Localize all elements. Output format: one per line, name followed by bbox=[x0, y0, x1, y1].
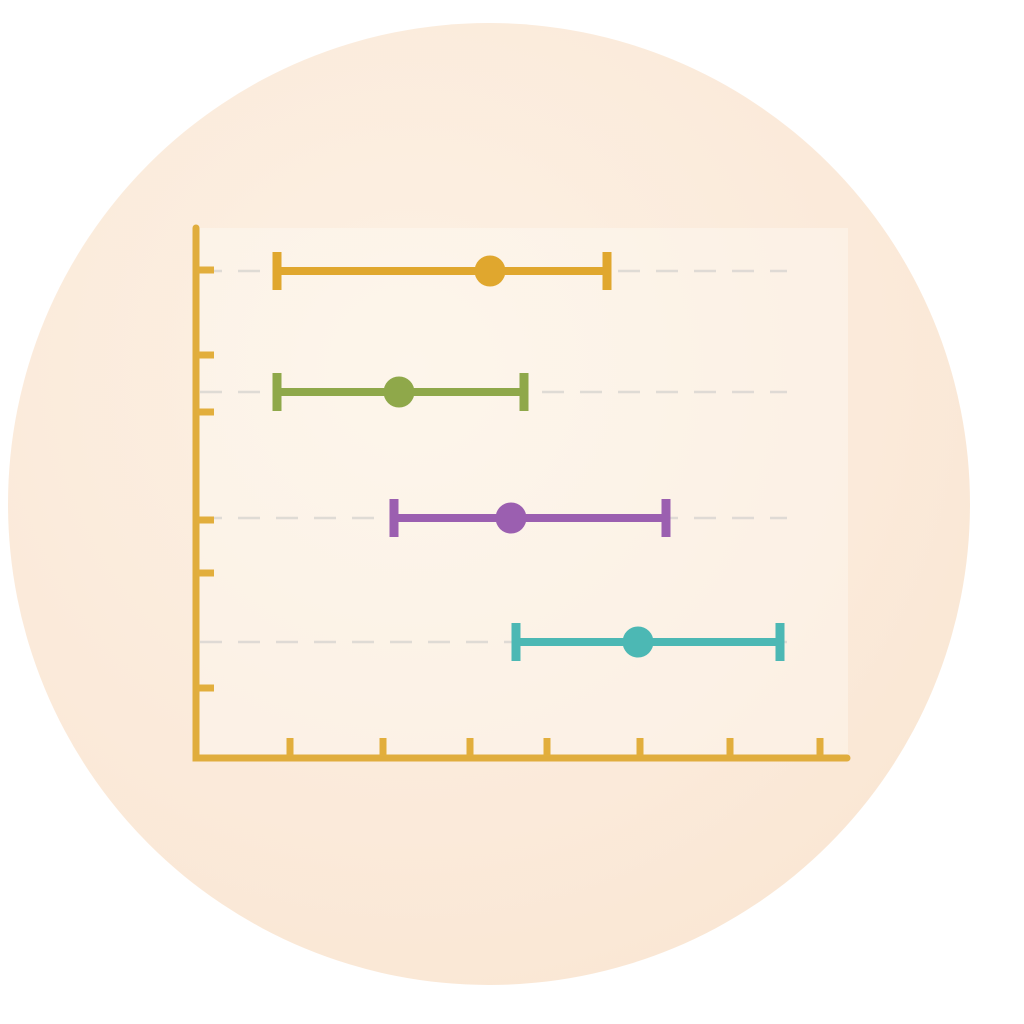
point-marker-3 bbox=[495, 502, 527, 534]
series-3 bbox=[389, 499, 671, 537]
point-marker-4 bbox=[622, 626, 654, 658]
plot-panel bbox=[196, 228, 848, 760]
x-tick-group bbox=[286, 738, 824, 756]
axis-spine bbox=[192, 224, 851, 762]
axis-group bbox=[192, 224, 851, 762]
circular-backdrop bbox=[8, 23, 970, 985]
series-group bbox=[272, 252, 785, 661]
gridline-group bbox=[200, 269, 787, 644]
point-marker-2 bbox=[383, 376, 415, 408]
series-2 bbox=[272, 373, 529, 411]
series-1 bbox=[272, 252, 612, 290]
point-marker-1 bbox=[474, 255, 506, 287]
series-4 bbox=[511, 623, 785, 661]
y-tick-group bbox=[197, 266, 214, 692]
